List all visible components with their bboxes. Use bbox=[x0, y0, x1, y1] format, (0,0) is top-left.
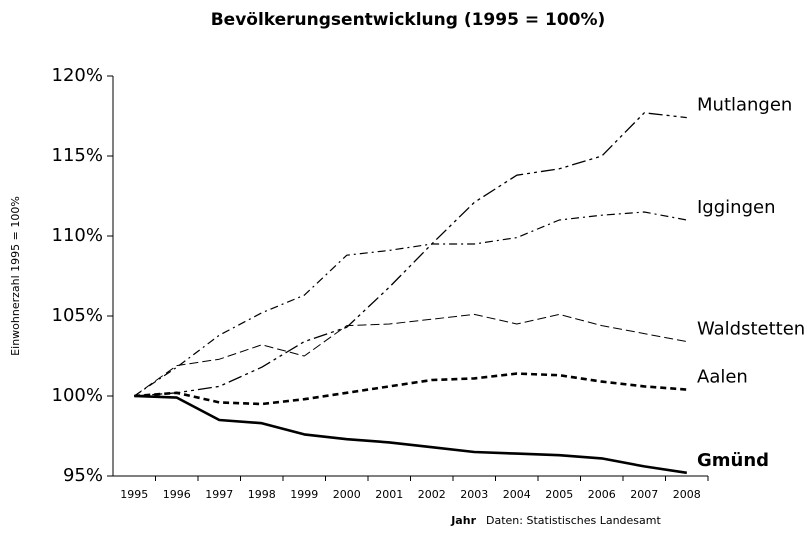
y-tick-label: 115% bbox=[52, 145, 103, 166]
y-tick-label: 120% bbox=[52, 65, 103, 86]
series-label: Aalen bbox=[697, 367, 748, 388]
series-label: Mutlangen bbox=[697, 95, 792, 116]
series-line bbox=[134, 313, 687, 397]
y-tick-label: 100% bbox=[52, 385, 103, 406]
source-note: Daten: Statistisches Landesamt bbox=[486, 514, 661, 527]
x-tick-label: 1995 bbox=[120, 488, 148, 501]
chart-title: Bevölkerungsentwicklung (1995 = 100%) bbox=[211, 10, 606, 30]
x-tick-label: 2003 bbox=[460, 488, 488, 501]
x-tick-label: 2000 bbox=[333, 488, 361, 501]
series-label: Waldstetten bbox=[697, 319, 805, 340]
series-label: Gmünd bbox=[697, 450, 769, 471]
x-tick-label: 2002 bbox=[418, 488, 446, 501]
x-tick-label: 2007 bbox=[630, 488, 658, 501]
x-tick-label: 2008 bbox=[673, 488, 701, 501]
x-tick-label: 2005 bbox=[545, 488, 573, 501]
series-line bbox=[134, 394, 687, 475]
x-tick-label: 1996 bbox=[163, 488, 191, 501]
x-tick-label: 1997 bbox=[205, 488, 233, 501]
x-axis-label: Jahr bbox=[450, 514, 476, 527]
x-tick-label: 2001 bbox=[375, 488, 403, 501]
y-tick-label: 110% bbox=[52, 225, 103, 246]
series-line bbox=[134, 112, 687, 397]
x-tick-label: 1998 bbox=[248, 488, 276, 501]
x-tick-label: 2006 bbox=[588, 488, 616, 501]
series-line bbox=[134, 372, 687, 406]
y-axis-label: Einwohnerzahl 1995 = 100% bbox=[9, 196, 22, 356]
y-tick-label: 95% bbox=[63, 465, 103, 486]
y-tick-label: 105% bbox=[52, 305, 103, 326]
x-tick-label: 2004 bbox=[503, 488, 531, 501]
series-label: Iggingen bbox=[697, 197, 775, 218]
x-tick-label: 1999 bbox=[290, 488, 318, 501]
series-line bbox=[133, 211, 687, 397]
